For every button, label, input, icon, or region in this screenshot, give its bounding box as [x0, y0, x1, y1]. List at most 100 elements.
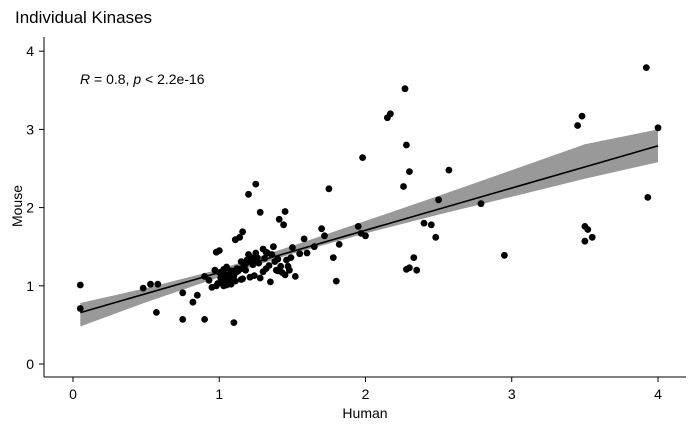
data-point — [584, 226, 592, 233]
data-point — [644, 194, 652, 201]
data-point — [362, 232, 369, 240]
data-point — [432, 233, 440, 241]
data-point — [325, 185, 333, 193]
data-point — [406, 168, 413, 176]
data-point — [267, 278, 274, 286]
data-point — [501, 251, 508, 259]
data-point — [231, 277, 239, 285]
data-point — [153, 309, 160, 316]
data-point — [154, 280, 162, 288]
x-tick-label: 0 — [69, 386, 77, 402]
data-point — [193, 291, 201, 299]
data-point — [359, 154, 366, 162]
data-point — [212, 282, 220, 290]
data-point — [76, 281, 84, 289]
data-point — [256, 274, 264, 282]
data-point — [400, 183, 407, 190]
y-tick-label: 1 — [26, 278, 34, 294]
data-point — [270, 243, 277, 251]
data-point — [223, 263, 231, 271]
chart-title: Individual Kinases — [15, 8, 152, 27]
y-tick-label: 0 — [26, 356, 34, 372]
data-point — [329, 254, 337, 261]
y-tick-label: 2 — [26, 200, 34, 216]
p-label: p — [132, 71, 141, 87]
data-point — [477, 200, 485, 208]
x-axis-title: Human — [342, 405, 387, 421]
data-point — [230, 319, 238, 326]
data-point — [277, 262, 285, 270]
x-tick-label: 1 — [215, 386, 223, 402]
data-point — [274, 255, 282, 263]
data-point — [654, 124, 662, 132]
data-point — [401, 85, 409, 93]
data-point — [287, 254, 295, 261]
data-point — [291, 273, 299, 280]
data-point — [281, 271, 289, 279]
data-point — [201, 316, 209, 323]
data-point — [413, 266, 421, 274]
data-point — [406, 264, 413, 272]
data-point — [335, 241, 343, 248]
data-point — [205, 276, 213, 284]
data-point — [139, 284, 147, 292]
data-point — [250, 272, 258, 279]
data-point — [642, 64, 650, 71]
data-point — [289, 244, 296, 251]
data-point — [262, 265, 270, 272]
data-point — [223, 281, 231, 289]
data-point — [588, 233, 596, 241]
x-tick-label: 2 — [362, 386, 370, 402]
data-point — [252, 180, 260, 188]
data-point — [445, 166, 453, 174]
confidence-band — [80, 129, 659, 327]
data-point — [215, 247, 223, 255]
data-point — [581, 237, 589, 245]
data-point — [281, 208, 289, 215]
data-point — [147, 280, 154, 288]
data-point — [296, 250, 304, 258]
x-ticks: 0 1 2 3 4 — [69, 377, 662, 402]
x-tick-label: 4 — [654, 386, 662, 402]
confidence-band-layer — [80, 129, 659, 327]
data-point — [435, 196, 442, 204]
data-point — [256, 208, 264, 216]
data-point — [300, 235, 308, 243]
data-point — [236, 233, 244, 241]
correlation-annotation: R = 0.8, p < 2.2e-16 — [80, 71, 205, 87]
r-text: = 0.8, — [90, 71, 133, 87]
x-tick-label: 3 — [508, 386, 516, 402]
data-point — [578, 112, 586, 120]
data-point — [420, 219, 428, 227]
p-text: < 2.2e-16 — [141, 71, 205, 87]
data-point — [303, 249, 311, 257]
points-layer — [76, 64, 662, 326]
data-point — [179, 289, 187, 297]
data-point — [403, 141, 410, 149]
data-point — [410, 254, 418, 261]
data-point — [286, 266, 293, 274]
y-tick-label: 3 — [26, 121, 34, 137]
y-axis-title: Mouse — [9, 185, 25, 227]
data-point — [354, 223, 362, 230]
y-ticks: 0 1 2 3 4 — [26, 43, 44, 372]
data-point — [321, 232, 328, 240]
data-point — [387, 110, 394, 118]
data-point — [76, 305, 84, 312]
data-point — [318, 225, 325, 233]
data-point — [275, 215, 283, 223]
data-point — [179, 316, 187, 323]
regression-line — [80, 145, 659, 314]
data-point — [280, 221, 287, 229]
data-point — [234, 266, 242, 274]
data-point — [245, 190, 252, 198]
data-point — [574, 122, 581, 129]
data-point — [427, 221, 435, 229]
r-label: R — [80, 71, 90, 87]
data-point — [239, 228, 247, 236]
regression-line-layer — [80, 145, 659, 314]
data-point — [189, 298, 197, 306]
data-point — [332, 277, 340, 285]
data-point — [239, 275, 247, 283]
